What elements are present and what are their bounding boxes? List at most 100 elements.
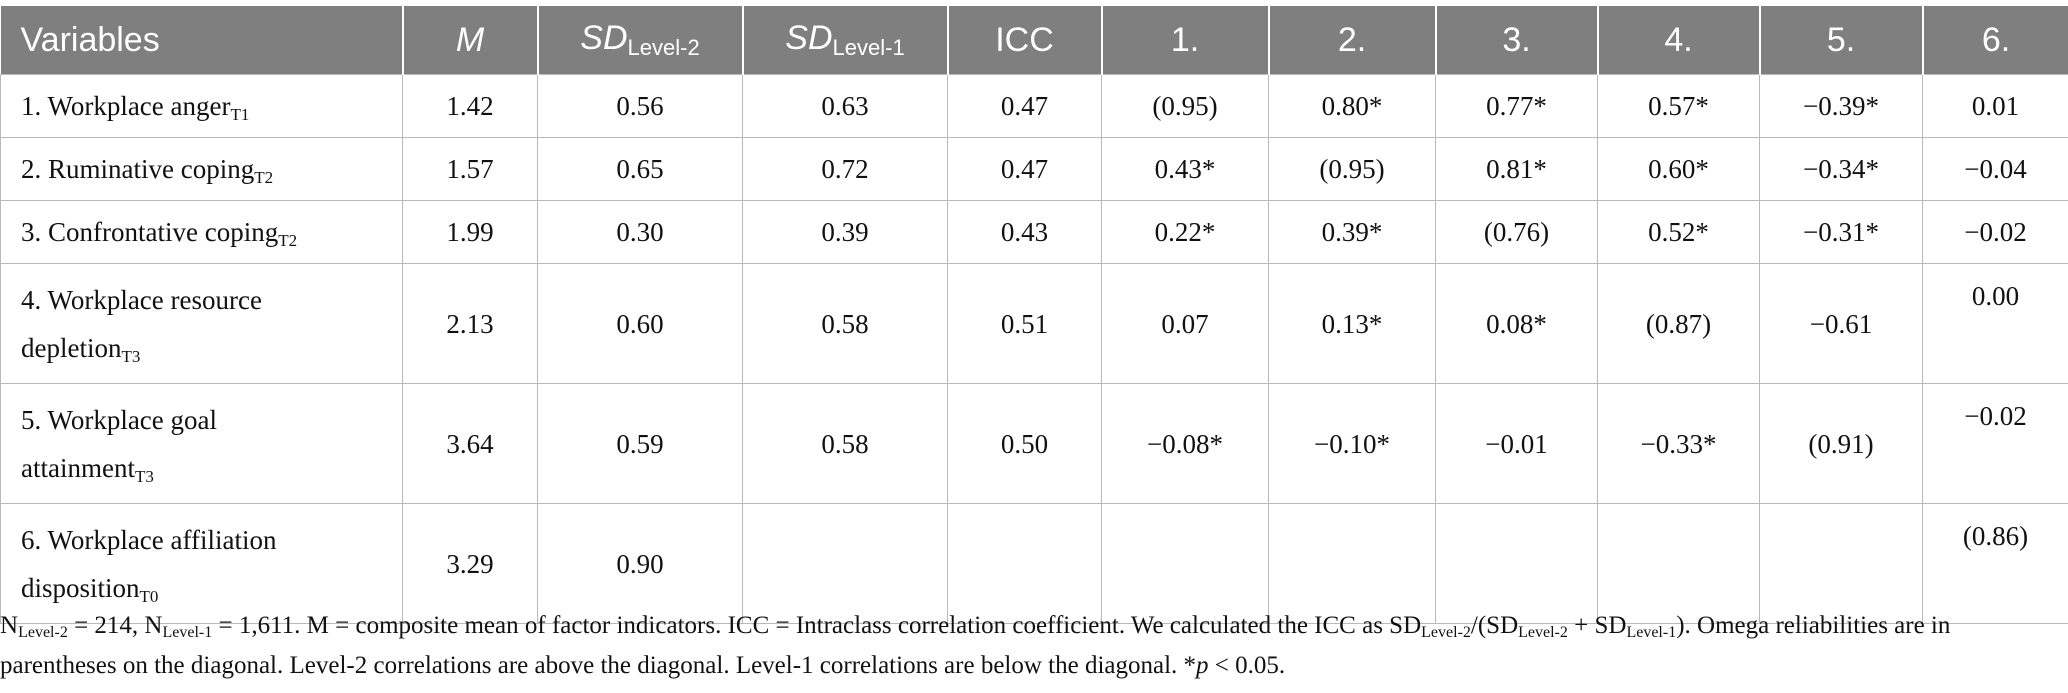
variable-label: 2. Ruminative copingT2: [0, 137, 403, 201]
header-sd-level2-sub: Level-2: [627, 35, 700, 60]
note-text: N: [0, 612, 19, 639]
cell-corr-3: [1435, 503, 1598, 624]
variable-name-cont: depletion: [21, 332, 122, 363]
note-text: ). Omega reliabilities are in: [1676, 612, 1951, 639]
cell-corr-2: 0.13*: [1268, 263, 1436, 384]
header-col-2: 2.: [1267, 6, 1436, 75]
header-icc: ICC: [946, 6, 1102, 75]
cell-corr-1: 0.07: [1101, 263, 1269, 384]
header-sd-level1-main: SD: [785, 19, 833, 57]
cell-corr-4: −0.33*: [1597, 383, 1760, 504]
variable-name: 3. Confrontative coping: [21, 217, 279, 247]
note-text: = 1,611. M = composite mean of factor in…: [212, 612, 1422, 639]
cell-corr-1: [1101, 503, 1269, 624]
note-subscript: Level-1: [1626, 624, 1677, 641]
cell-sd-level1: 0.58: [742, 383, 948, 504]
table-row: 1. Workplace angerT1 1.42 0.56 0.63 0.47…: [0, 74, 2068, 138]
cell-corr-5: [1759, 503, 1923, 624]
cell-mean: 1.57: [402, 137, 538, 201]
cell-icc: 0.47: [947, 137, 1102, 201]
cell-corr-6: 0.00: [1922, 263, 2068, 384]
note-subscript: Level-2: [1421, 624, 1471, 641]
note-text: < 0.05.: [1208, 652, 1286, 679]
cell-icc: 0.43: [947, 200, 1102, 264]
table-row: 3. Confrontative copingT2 1.99 0.30 0.39…: [0, 200, 2068, 264]
cell-corr-1: (0.95): [1101, 74, 1269, 138]
header-variables: Variables: [0, 6, 403, 75]
table-note-line-1: NLevel-2 = 214, NLevel-1 = 1,611. M = co…: [0, 606, 2060, 646]
descriptives-correlation-table: Variables M SDLevel-2 SDLevel-1 ICC 1. 2…: [0, 6, 2068, 624]
cell-icc: 0.47: [947, 74, 1102, 138]
table-note-line-2: parentheses on the diagonal. Level-2 cor…: [0, 646, 2060, 686]
cell-mean: 1.42: [402, 74, 538, 138]
header-col-3: 3.: [1434, 6, 1598, 75]
cell-corr-4: (0.87): [1597, 263, 1760, 384]
cell-corr-6: −0.02: [1922, 200, 2068, 264]
header-col-1: 1.: [1100, 6, 1269, 75]
header-sd-level2: SDLevel-2: [536, 6, 743, 75]
time-subscript: T1: [230, 105, 250, 124]
cell-corr-4: [1597, 503, 1760, 624]
time-subscript: T0: [139, 586, 159, 606]
cell-corr-3: −0.01: [1435, 383, 1598, 504]
cell-sd-level1: 0.39: [742, 200, 948, 264]
time-subscript: T2: [278, 231, 298, 250]
note-text: /(SD: [1470, 612, 1519, 639]
correlation-table-container: Variables M SDLevel-2 SDLevel-1 ICC 1. 2…: [0, 6, 2068, 624]
variable-name-cont: disposition: [21, 572, 140, 603]
cell-corr-2: 0.39*: [1268, 200, 1436, 264]
note-text: parentheses on the diagonal. Level-2 cor…: [0, 652, 1197, 679]
variable-label: 6. Workplace affiliation dispositionT0: [0, 503, 403, 624]
cell-corr-2: [1268, 503, 1436, 624]
cell-sd-level2: 0.59: [537, 383, 743, 504]
time-subscript: T3: [134, 466, 154, 486]
cell-corr-6: (0.86): [1922, 503, 2068, 624]
variable-name: 1. Workplace anger: [21, 91, 231, 121]
cell-icc: [947, 503, 1102, 624]
cell-corr-3: (0.76): [1435, 200, 1598, 264]
note-p-symbol: p: [1196, 652, 1209, 679]
cell-sd-level1: 0.58: [742, 263, 948, 384]
cell-sd-level2: 0.56: [537, 74, 743, 138]
cell-corr-1: −0.08*: [1101, 383, 1269, 504]
time-subscript: T2: [254, 168, 274, 187]
variable-label: 1. Workplace angerT1: [0, 74, 403, 138]
variable-name: 6. Workplace affiliation: [21, 524, 277, 555]
variable-label: 5. Workplace goal attainmentT3: [0, 383, 403, 504]
note-text: + SD: [1567, 612, 1627, 639]
cell-corr-5: −0.34*: [1759, 137, 1923, 201]
cell-sd-level2: 0.30: [537, 200, 743, 264]
cell-corr-2: (0.95): [1268, 137, 1436, 201]
variable-label: 4. Workplace resource depletionT3: [0, 263, 403, 384]
cell-icc: 0.51: [947, 263, 1102, 384]
time-subscript: T3: [121, 346, 141, 366]
note-text: = 214, N: [67, 612, 163, 639]
cell-corr-4: 0.52*: [1597, 200, 1760, 264]
header-mean: M: [401, 6, 538, 75]
cell-sd-level1: 0.72: [742, 137, 948, 201]
cell-corr-2: −0.10*: [1268, 383, 1436, 504]
cell-corr-1: 0.43*: [1101, 137, 1269, 201]
table-row: 6. Workplace affiliation dispositionT0 3.…: [0, 503, 2068, 624]
header-sd-level1: SDLevel-1: [741, 6, 948, 75]
cell-sd-level1: [742, 503, 948, 624]
cell-corr-5: (0.91): [1759, 383, 1923, 504]
cell-mean: 3.64: [402, 383, 538, 504]
cell-corr-6: −0.04: [1922, 137, 2068, 201]
header-mean-label: M: [455, 20, 485, 59]
note-subscript: Level-1: [162, 624, 213, 641]
cell-corr-6: −0.02: [1922, 383, 2068, 504]
variable-name-cont: attainment: [21, 452, 135, 483]
cell-corr-5: −0.31*: [1759, 200, 1923, 264]
header-row: Variables M SDLevel-2 SDLevel-1 ICC 1. 2…: [0, 6, 2068, 75]
note-subscript: Level-2: [18, 624, 68, 641]
cell-corr-2: 0.80*: [1268, 74, 1436, 138]
variable-name: 5. Workplace goal: [21, 404, 218, 435]
header-col-4: 4.: [1596, 6, 1760, 75]
table-row: 5. Workplace goal attainmentT3 3.64 0.59 …: [0, 383, 2068, 504]
cell-corr-3: 0.77*: [1435, 74, 1598, 138]
table-row: 4. Workplace resource depletionT3 2.13 0.…: [0, 263, 2068, 384]
cell-icc: 0.50: [947, 383, 1102, 504]
cell-corr-4: 0.57*: [1597, 74, 1760, 138]
cell-corr-5: −0.39*: [1759, 74, 1923, 138]
